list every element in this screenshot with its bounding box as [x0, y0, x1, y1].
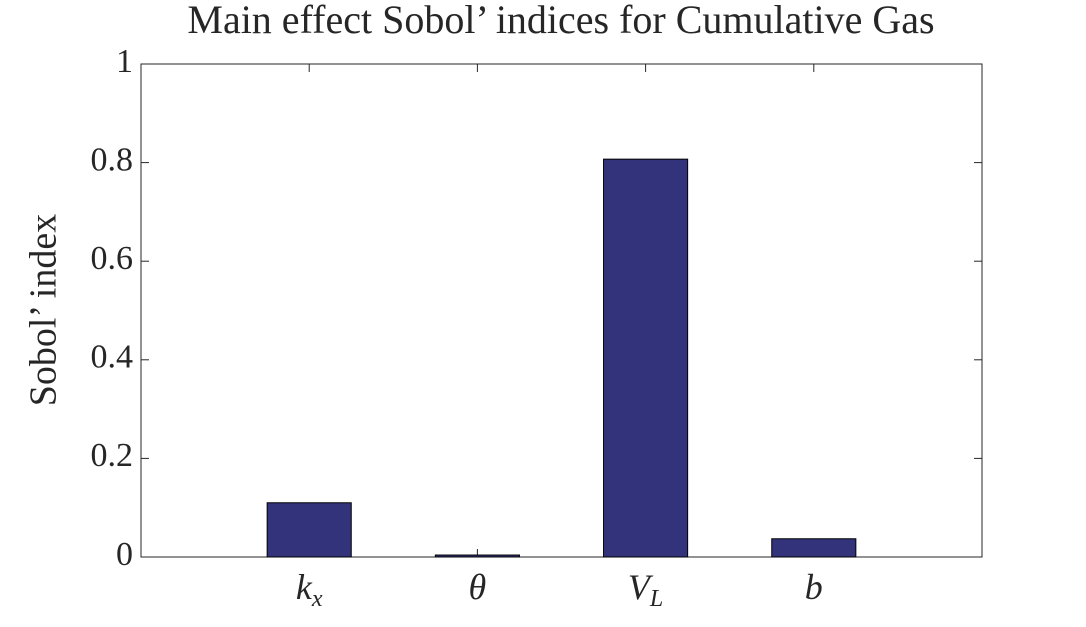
bar — [434, 554, 520, 558]
x-tick-label: b — [805, 567, 823, 607]
chart-title: Main effect Sobol’ indices for Cumulativ… — [187, 0, 934, 42]
x-tick-label-main: θ — [469, 567, 487, 607]
y-tick-label: 0.6 — [91, 240, 134, 277]
x-tick-label: kx — [296, 567, 323, 611]
bar — [603, 158, 689, 558]
x-tick-label-main: V — [628, 567, 654, 607]
y-tick-label: 1 — [116, 43, 133, 80]
y-axis-label: Sobol’ index — [23, 214, 65, 406]
x-tick-label-sub: L — [649, 586, 663, 612]
y-tick-label: 0.8 — [91, 141, 134, 178]
x-tick-label-main: b — [805, 567, 823, 607]
bar — [266, 502, 352, 558]
plot-box — [140, 63, 983, 558]
y-tick-label: 0.2 — [91, 437, 134, 474]
x-tick-label: θ — [469, 567, 487, 607]
x-tick-label: VL — [628, 567, 663, 611]
bar — [771, 538, 857, 558]
x-tick-label-sub: x — [311, 586, 323, 612]
y-tick-label: 0 — [116, 536, 133, 573]
y-tick-label: 0.4 — [91, 339, 134, 376]
x-tick-label-main: k — [296, 567, 313, 607]
